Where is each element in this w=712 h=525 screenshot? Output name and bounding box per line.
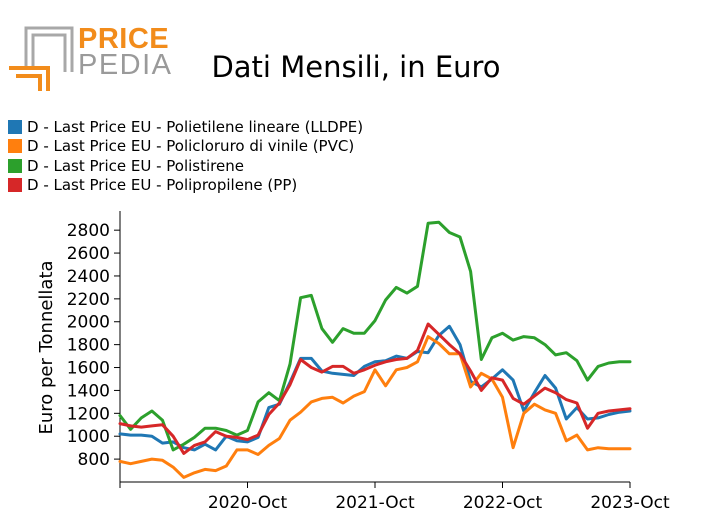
x-tick-label: 2020-Oct bbox=[208, 493, 288, 513]
legend-item[interactable]: D - Last Price EU - Policloruro di vinil… bbox=[8, 137, 363, 157]
y-tick-label: 1600 bbox=[67, 359, 110, 379]
legend-swatch bbox=[8, 119, 22, 134]
y-tick-label: 1200 bbox=[67, 404, 110, 424]
logo-text-price: PRICE bbox=[78, 23, 170, 55]
chart-title: Dati Mensili, in Euro bbox=[211, 50, 501, 84]
y-tick-label: 1000 bbox=[67, 427, 110, 447]
legend-item[interactable]: D - Last Price EU - Polipropilene (PP) bbox=[8, 176, 363, 196]
chart-legend: D - Last Price EU - Polietilene lineare … bbox=[8, 117, 363, 195]
legend-swatch bbox=[8, 178, 22, 193]
legend-label: D - Last Price EU - Polistirene bbox=[27, 156, 244, 175]
x-tick-label: 2023-Oct bbox=[590, 493, 670, 513]
y-tick-label: 2400 bbox=[67, 267, 110, 287]
pricepedia-logo: PRICE PEDIA bbox=[6, 22, 171, 94]
legend-label: D - Last Price EU - Policloruro di vinil… bbox=[27, 137, 355, 156]
y-tick-label: 1800 bbox=[67, 336, 110, 356]
y-axis-label: Euro per Tonnellata bbox=[36, 260, 57, 434]
legend-label: D - Last Price EU - Polipropilene (PP) bbox=[27, 176, 298, 195]
series-line bbox=[118, 220, 632, 452]
y-tick-label: 1400 bbox=[67, 381, 110, 401]
legend-label: D - Last Price EU - Polietilene lineare … bbox=[27, 117, 364, 136]
legend-item[interactable]: D - Last Price EU - Polietilene lineare … bbox=[8, 117, 363, 137]
series-line bbox=[118, 324, 632, 452]
series-line bbox=[118, 335, 632, 479]
logo-text-pedia: PEDIA bbox=[78, 49, 173, 81]
y-tick-label: 2200 bbox=[67, 290, 110, 310]
series-line bbox=[118, 322, 632, 455]
y-tick-label: 800 bbox=[78, 450, 110, 470]
logo-mark-icon bbox=[9, 26, 74, 91]
x-tick-label: 2022-Oct bbox=[463, 493, 543, 513]
y-tick-label: 2800 bbox=[67, 221, 110, 241]
x-tick-label: 2021-Oct bbox=[335, 493, 415, 513]
y-tick-label: 2600 bbox=[67, 244, 110, 264]
y-tick-label: 2000 bbox=[67, 313, 110, 333]
legend-swatch bbox=[8, 139, 22, 154]
legend-swatch bbox=[8, 158, 22, 173]
legend-item[interactable]: D - Last Price EU - Polistirene bbox=[8, 156, 363, 176]
